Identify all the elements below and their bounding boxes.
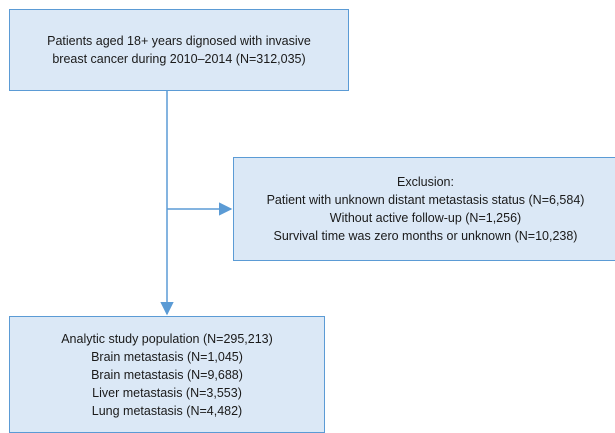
eligible-patients-line-2: breast cancer during 2010–2014 (N=312,03… — [52, 52, 306, 66]
exclusion-heading: Exclusion: — [397, 175, 454, 189]
study-population-box: Analytic study population (N=295,213) Br… — [9, 316, 325, 433]
exclusion-item-unknown-metastasis: Patient with unknown distant metastasis … — [266, 193, 585, 207]
exclusion-item-survival-time: Survival time was zero months or unknown… — [273, 229, 578, 243]
eligible-patients-box: Patients aged 18+ years dignosed with in… — [9, 9, 349, 91]
exclusion-box: Exclusion: Patient with unknown distant … — [233, 157, 615, 261]
study-population-liver: Liver metastasis (N=3,553) — [92, 385, 242, 400]
eligible-patients-line-1: Patients aged 18+ years dignosed with in… — [47, 34, 311, 48]
study-population-brain-2: Brain metastasis (N=9,688) — [91, 367, 243, 382]
study-population-total: Analytic study population (N=295,213) — [61, 331, 273, 346]
study-population-brain-1: Brain metastasis (N=1,045) — [91, 349, 243, 364]
study-population-lung: Lung metastasis (N=4,482) — [91, 403, 243, 418]
exclusion-item-no-follow-up: Without active follow-up (N=1,256) — [329, 211, 522, 225]
